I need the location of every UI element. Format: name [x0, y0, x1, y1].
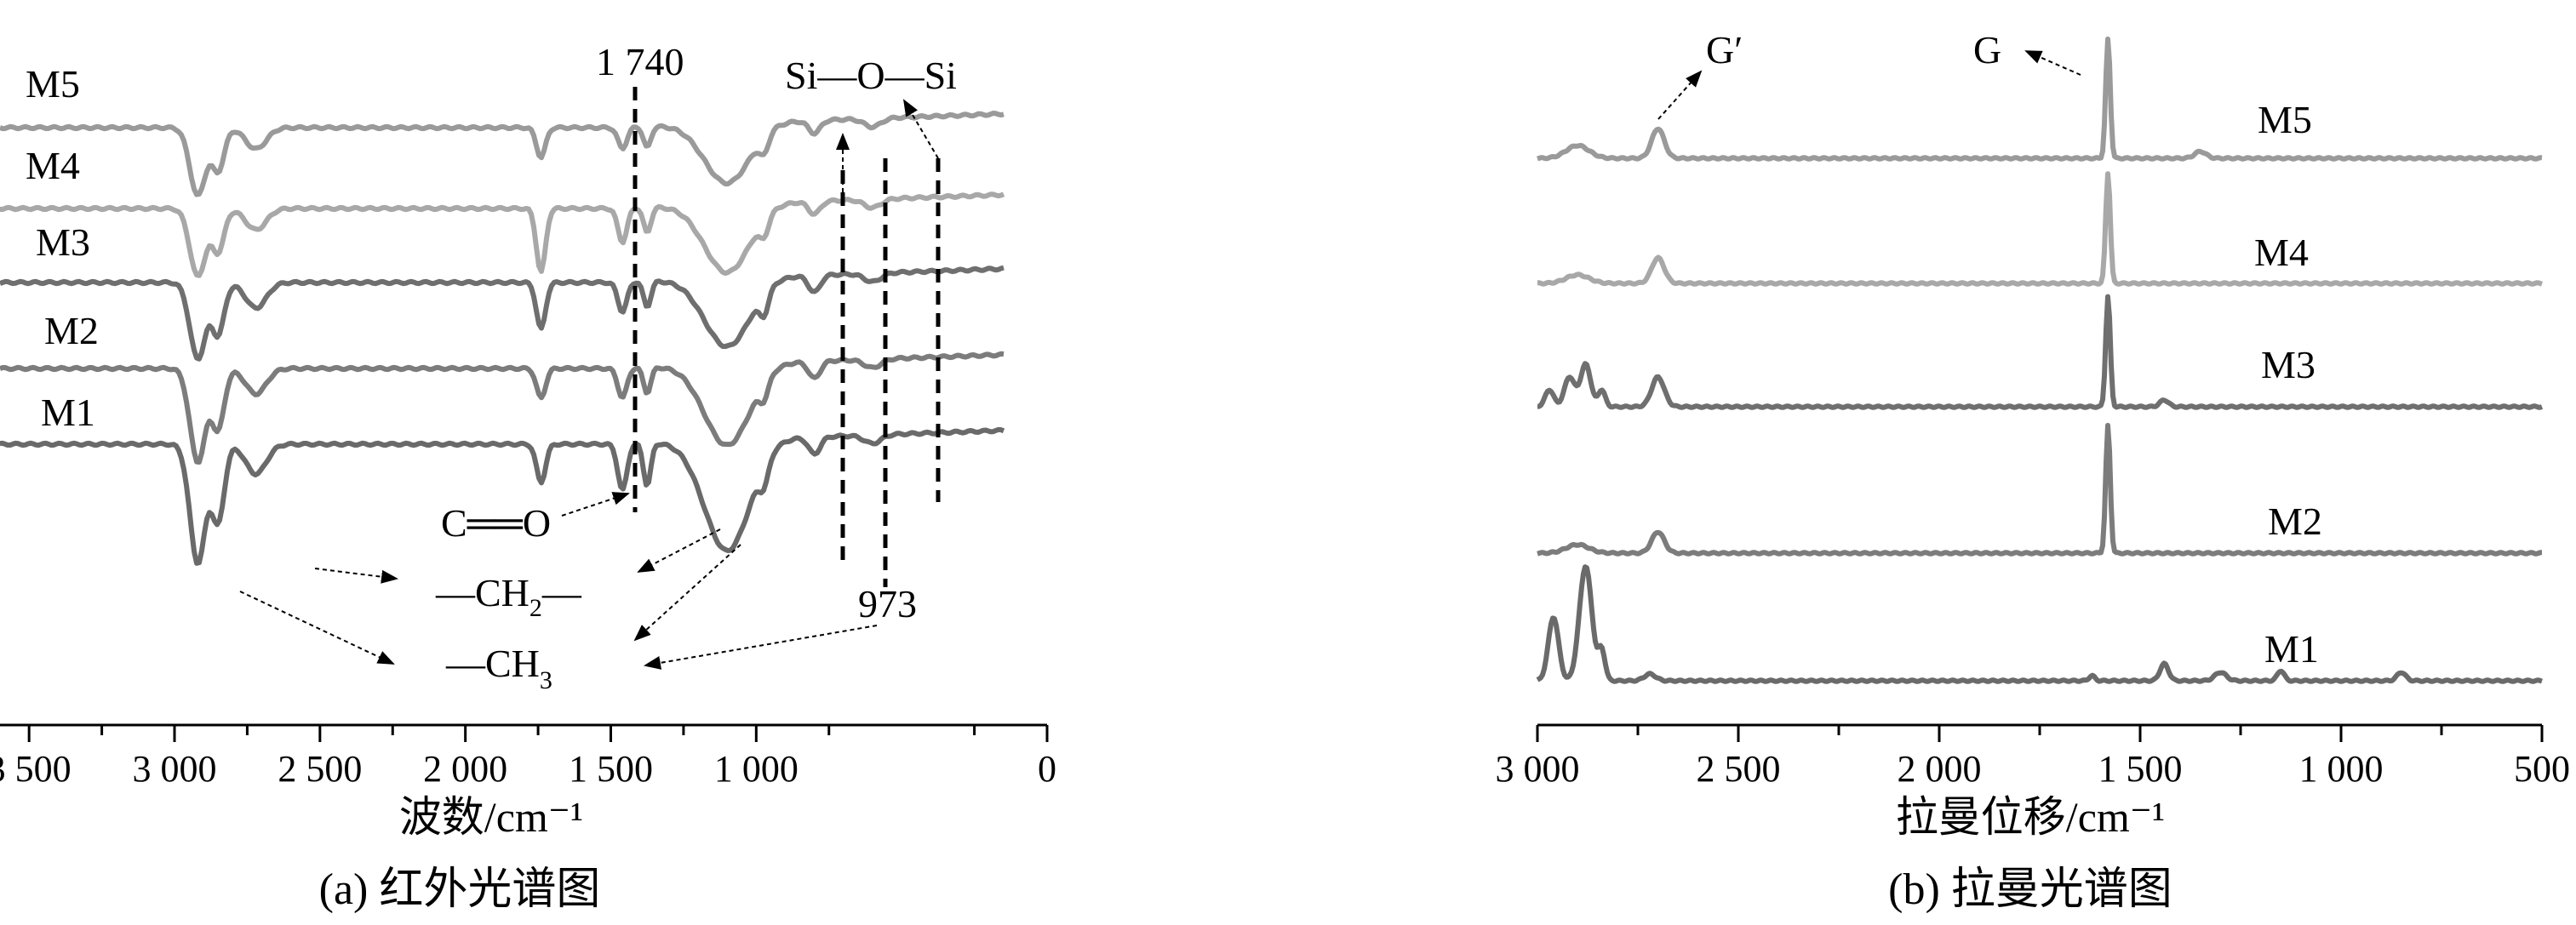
ir-label-m3: M3 — [36, 220, 90, 264]
arrow-ch3-b — [633, 544, 741, 642]
ir-label-m2: M2 — [44, 309, 99, 352]
arrow-ch3-a — [239, 591, 395, 665]
raman-x-ticks: 3 000 2 500 2 000 1 500 1 000 500 — [1496, 725, 2570, 790]
arrow-ch3-c — [644, 625, 878, 670]
raman-series-m4 — [1537, 171, 2543, 287]
raman-x-tick-label: 3 000 — [1496, 748, 1580, 790]
raman-x-tick-label: 2 000 — [1898, 748, 1982, 790]
ir-x-tick-label: 2 000 — [423, 748, 507, 790]
ir-x-tick-label: 3 500 — [0, 748, 72, 790]
ir-x-tick-label: 1 000 — [714, 748, 799, 790]
raman-series-m5 — [1537, 36, 2543, 162]
raman-x-tick-label: 500 — [2514, 748, 2570, 790]
raman-label-m3: M3 — [2261, 343, 2316, 386]
ir-series-m1 — [0, 426, 1005, 566]
ir-series-m3 — [0, 265, 1005, 362]
arrow-ch2-a — [314, 568, 398, 584]
ir-caption: (a) 红外光谱图 — [319, 865, 601, 914]
label-ch3: —CH3 — [445, 642, 552, 694]
arrow-ch2-b — [637, 528, 721, 573]
ir-label-m5: M5 — [26, 62, 80, 106]
raman-x-tick-label: 1 500 — [2098, 748, 2183, 790]
raman-x-axis-label: 拉曼位移/cm⁻¹ — [1896, 793, 2165, 841]
arrow-g — [2024, 50, 2081, 76]
raman-spectrum-panel: M5 M4 M3 M2 M1 G′ G 3 000 2 500 2 000 1 500 1 00… — [1496, 28, 2571, 914]
ir-label-m1: M1 — [41, 391, 95, 434]
raman-label-m5: M5 — [2258, 98, 2312, 141]
raman-series-m2 — [1537, 422, 2543, 557]
ir-x-tick-label: 0 — [1038, 748, 1056, 790]
raman-series-m1 — [1536, 564, 2543, 684]
label-si-o-si: Si—O—Si — [785, 54, 957, 97]
label-g-prime: G′ — [1706, 28, 1743, 71]
label-g: G — [1973, 28, 2001, 71]
raman-series-labels: M5 M4 M3 M2 M1 — [2254, 98, 2322, 671]
raman-x-tick-label: 2 500 — [1697, 748, 1781, 790]
label-973: 973 — [858, 582, 917, 625]
raman-label-m2: M2 — [2268, 500, 2322, 543]
label-c-o: C══O — [441, 501, 551, 545]
ir-x-tick-label: 2 500 — [278, 748, 362, 790]
raman-curves — [1536, 36, 2544, 684]
raman-series-m3 — [1537, 294, 2544, 410]
ir-x-tick-label: 1 500 — [569, 748, 653, 790]
raman-label-m1: M1 — [2264, 627, 2319, 671]
ir-x-axis-label: 波数/cm⁻¹ — [399, 793, 583, 841]
raman-annotations: G′ G — [1657, 28, 2081, 120]
ir-series-labels: M5 M4 M3 M2 M1 — [26, 62, 99, 434]
ir-x-tick-label: 3 000 — [133, 748, 217, 790]
ir-spectrum-panel: M5 M4 M3 M2 M1 1 740 Si—O—Si 973 C══O —CH2— … — [0, 40, 1056, 914]
ir-x-ticks: 3 500 3 000 2 500 2 000 1 500 1 000 0 — [0, 725, 1056, 790]
arrow-c-o — [561, 492, 630, 517]
ir-series-m4 — [0, 191, 1005, 278]
ir-series-m5 — [0, 111, 1005, 197]
ir-series-m2 — [0, 351, 1005, 465]
raman-x-tick-label: 1 000 — [2299, 748, 2384, 790]
raman-label-m4: M4 — [2254, 231, 2309, 274]
label-1740: 1 740 — [596, 40, 684, 83]
ir-annotations: 1 740 Si—O—Si 973 C══O —CH2— —CH3 — [239, 40, 957, 694]
ir-curves — [0, 111, 1005, 566]
raman-caption: (b) 拉曼光谱图 — [1888, 865, 2172, 914]
arrow-si-o-si-2 — [902, 99, 939, 159]
arrow-g-prime — [1657, 70, 1703, 120]
label-ch2: —CH2— — [435, 571, 582, 622]
ir-label-m4: M4 — [26, 144, 80, 187]
